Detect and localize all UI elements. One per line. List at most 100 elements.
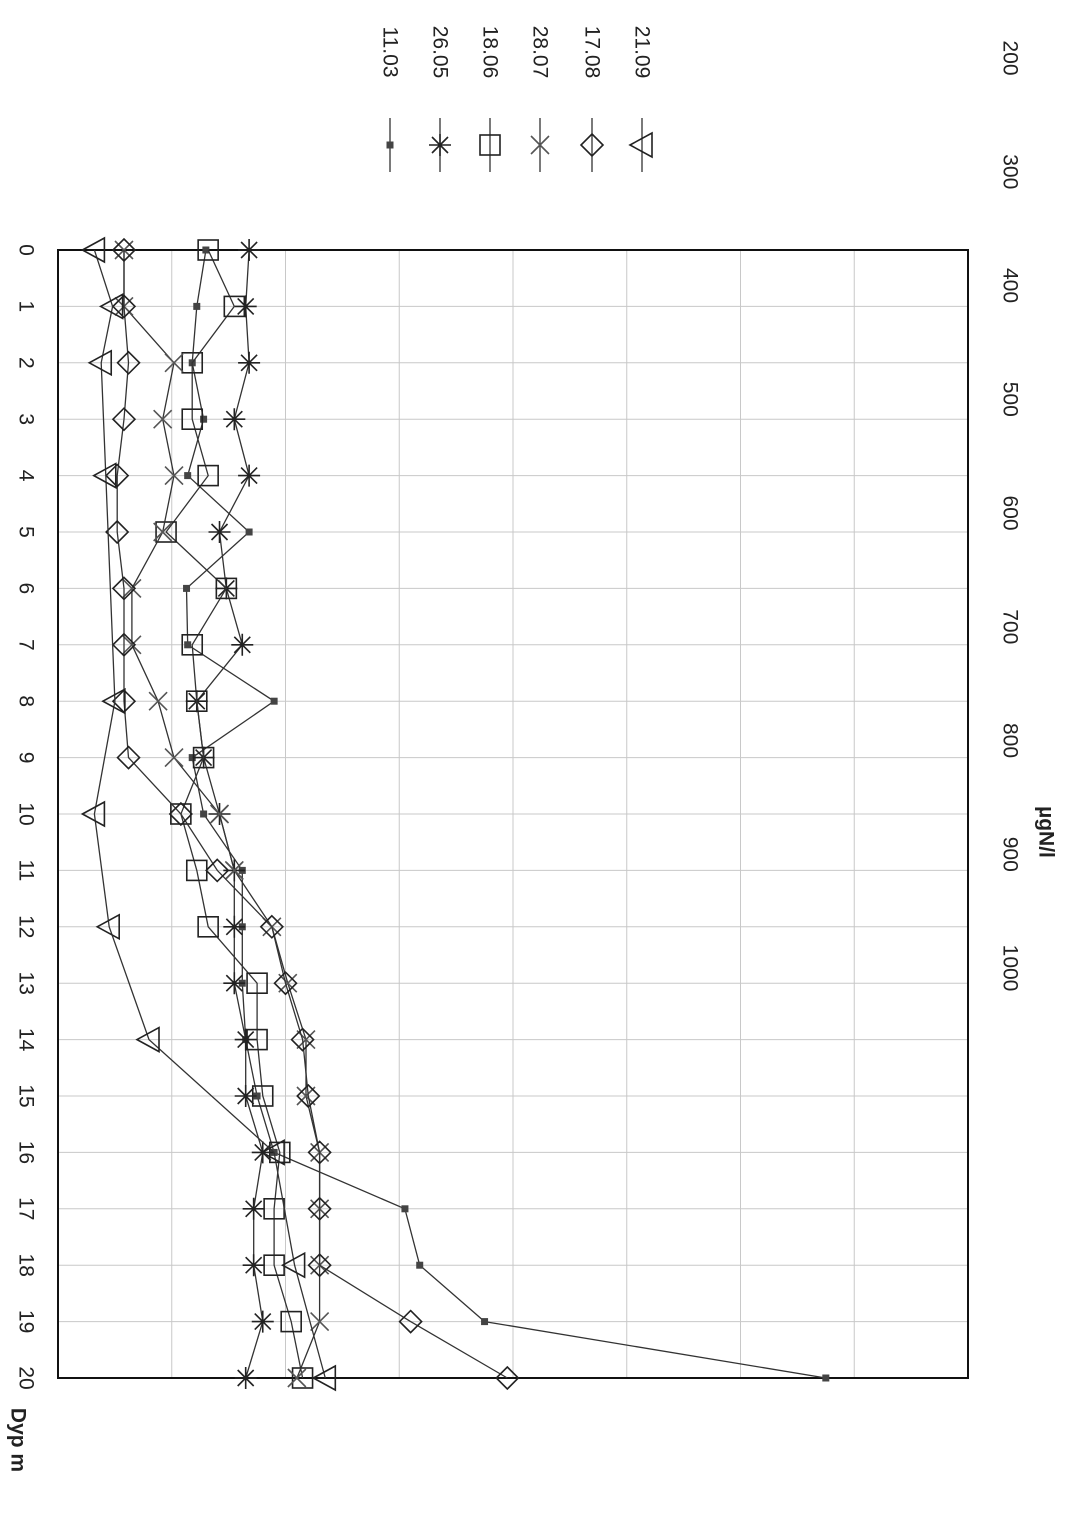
point-18-06-depth-7 [181, 633, 204, 656]
point-28-07-depth-15 [296, 1086, 316, 1106]
depth-tick-13: 13 [15, 972, 38, 995]
point-18-06-depth-2 [181, 351, 204, 374]
point-17-08-depth-1 [111, 294, 137, 319]
legend-label-5: 21.09 [631, 26, 654, 79]
point-17-08-depth-12-shape [259, 914, 284, 939]
point-28-07-depth-6-shape [122, 578, 142, 598]
point-11-03-depth-17-shape [401, 1205, 409, 1213]
depth-tick-2: 2 [15, 357, 38, 369]
point-18-06-depth-12 [197, 915, 219, 938]
point-17-08-depth-11-shape [205, 858, 230, 883]
legend-marker-3-shape [530, 135, 550, 155]
point-28-07-depth-3-shape [153, 409, 173, 429]
point-26-05-depth-5-shape [208, 521, 231, 543]
point-26-05-depth-2 [238, 351, 261, 374]
depth-tick-8: 8 [15, 695, 38, 707]
point-28-07-depth-20-shape [287, 1368, 307, 1388]
point-26-05-depth-12-shape [223, 915, 246, 938]
depth-tick-12: 12 [15, 915, 38, 938]
depth-tick-18: 18 [15, 1254, 38, 1277]
depth-tick-17: 17 [15, 1197, 38, 1220]
point-26-05-depth-4-shape [238, 464, 261, 487]
depth-tick-20: 20 [15, 1366, 38, 1389]
point-11-03-depth-1-shape [193, 302, 201, 310]
legend-item-18-06: 18.06 [479, 26, 502, 172]
point-28-07-depth-15-shape [296, 1086, 316, 1106]
point-18-06-depth-6 [215, 577, 238, 600]
point-18-06-depth-0 [197, 239, 219, 261]
point-21-09-depth-14-shape [135, 1026, 160, 1053]
legend-marker-2 [479, 134, 501, 156]
point-28-07-depth-4-shape [164, 466, 184, 486]
point-18-06-depth-8 [185, 690, 208, 713]
point-17-08-depth-7-shape [111, 632, 137, 657]
point-28-07-depth-10 [209, 804, 230, 824]
point-26-05-depth-14-shape [234, 1028, 257, 1051]
point-28-07-depth-11 [224, 860, 244, 880]
point-28-07-depth-9-shape [164, 748, 184, 768]
point-26-05-depth-15-shape [234, 1085, 257, 1107]
legend-item-28-07: 28.07 [529, 26, 552, 172]
point-17-08-depth-14-shape [290, 1027, 315, 1052]
point-26-05-depth-5 [208, 521, 231, 543]
point-11-03-depth-3 [200, 415, 208, 423]
point-11-03-depth-18-shape [416, 1261, 424, 1269]
point-26-05-depth-14 [234, 1028, 257, 1051]
legend-marker-1 [429, 134, 451, 156]
point-26-05-depth-0 [238, 239, 261, 261]
value-tick-1: 300 [999, 154, 1022, 189]
point-11-03-depth-18 [416, 1261, 424, 1269]
depth-tick-14: 14 [15, 1028, 38, 1052]
legend-label-0: 11.03 [379, 27, 402, 78]
depth-tick-3: 3 [15, 413, 38, 425]
point-21-09-depth-14 [135, 1026, 160, 1053]
point-18-06-depth-13 [246, 972, 268, 995]
point-18-06-depth-13-shape [246, 972, 268, 995]
point-11-03-depth-6 [183, 584, 191, 592]
point-18-06-depth-8-shape [185, 690, 208, 713]
point-17-08-depth-17 [307, 1196, 332, 1221]
point-17-08-depth-16 [307, 1140, 332, 1165]
point-17-08-depth-12 [259, 914, 284, 939]
point-17-08-depth-18-shape [307, 1253, 332, 1278]
point-21-09-depth-10 [80, 800, 106, 828]
point-18-06-depth-15-shape [251, 1085, 274, 1107]
point-11-03-depth-19 [481, 1318, 489, 1326]
series-line-17-08 [116, 250, 508, 1379]
point-17-08-depth-10-shape [168, 801, 193, 827]
point-18-06-depth-0-shape [197, 239, 219, 261]
depth-tick-16: 16 [15, 1141, 38, 1164]
legend-label-3: 28.07 [529, 26, 552, 79]
point-18-06-depth-6-shape [215, 577, 238, 600]
series-17-08 [105, 237, 520, 1391]
point-17-08-depth-14 [290, 1027, 315, 1052]
point-18-06-depth-9 [192, 746, 215, 769]
point-28-07-depth-7 [122, 635, 142, 655]
value-tick-7: 900 [999, 837, 1022, 872]
point-26-05-depth-20 [234, 1367, 257, 1389]
point-28-07-depth-7-shape [122, 635, 142, 655]
depth-axis-title: Dyp m [7, 1408, 30, 1472]
point-21-09-depth-4-shape [92, 462, 117, 489]
point-26-05-depth-12 [223, 915, 246, 938]
point-26-05-depth-7 [231, 633, 254, 656]
point-21-09-depth-20 [311, 1364, 337, 1392]
point-17-08-depth-1-shape [111, 294, 137, 319]
point-28-07-depth-3 [153, 409, 173, 429]
depth-tick-7: 7 [15, 639, 38, 651]
point-18-06-depth-9-shape [192, 746, 215, 769]
point-17-08-depth-2-shape [116, 350, 141, 375]
depth-tick-0: 0 [15, 244, 38, 256]
point-17-08-depth-15-shape [296, 1083, 321, 1109]
depth-tick-6: 6 [15, 583, 38, 595]
point-26-05-depth-13 [223, 972, 246, 995]
point-28-07-depth-5-shape [153, 522, 173, 542]
point-11-03-depth-20-shape [822, 1374, 830, 1382]
point-21-09-depth-20-shape [311, 1364, 337, 1392]
value-axis-title: µgN/l [1035, 806, 1058, 858]
depth-tick-11: 11 [15, 859, 38, 881]
point-28-07-depth-2 [164, 353, 184, 373]
point-26-05-depth-18 [242, 1254, 265, 1277]
